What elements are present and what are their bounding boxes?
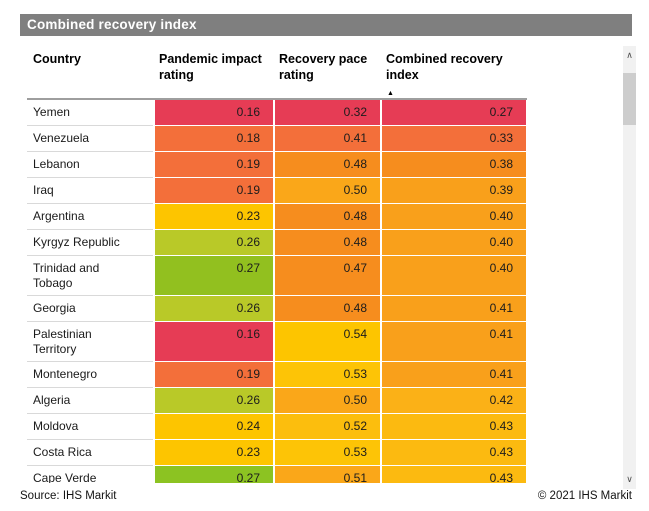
pandemic-impact-rating-cell: 0.23 [153, 204, 273, 230]
combined-recovery-index-cell: 0.40 [380, 230, 526, 256]
pandemic-impact-rating-cell: 0.18 [153, 126, 273, 152]
combined-recovery-index-cell: 0.41 [380, 362, 526, 388]
country-cell: Georgia [27, 296, 153, 322]
combined-recovery-index-cell: 0.27 [380, 100, 526, 126]
combined-recovery-index-cell: 0.33 [380, 126, 526, 152]
country-cell: Iraq [27, 178, 153, 204]
table-row: Georgia 0.26 0.48 0.41 [27, 296, 527, 322]
country-cell: Cape Verde [27, 466, 153, 483]
pandemic-impact-rating-cell: 0.27 [153, 466, 273, 483]
table-header: Country Pandemic impact rating Recovery … [27, 48, 527, 100]
pandemic-impact-rating-cell: 0.19 [153, 178, 273, 204]
pandemic-impact-rating-cell: 0.27 [153, 256, 273, 296]
table-row: Trinidad and Tobago 0.27 0.47 0.40 [27, 256, 527, 296]
recovery-pace-rating-cell: 0.32 [273, 100, 380, 126]
scroll-up-icon[interactable]: ∧ [626, 50, 633, 60]
country-cell: Argentina [27, 204, 153, 230]
scrollbar-thumb[interactable] [623, 73, 636, 125]
combined-recovery-index-cell: 0.43 [380, 414, 526, 440]
combined-recovery-index-cell: 0.41 [380, 296, 526, 322]
table-row: Lebanon 0.19 0.48 0.38 [27, 152, 527, 178]
combined-recovery-index-cell: 0.42 [380, 388, 526, 414]
header-label-country: Country [33, 52, 81, 66]
table-row: Montenegro 0.19 0.53 0.41 [27, 362, 527, 388]
vertical-scrollbar[interactable]: ∧ ∨ [623, 46, 636, 489]
pandemic-impact-rating-cell: 0.19 [153, 362, 273, 388]
combined-recovery-index-cell: 0.38 [380, 152, 526, 178]
header-label-recovery-pace: Recovery pace rating [279, 52, 368, 82]
table-row: Moldova 0.24 0.52 0.43 [27, 414, 527, 440]
header-label-combined-index: Combined recovery index [386, 52, 503, 82]
table-row: Argentina 0.23 0.48 0.40 [27, 204, 527, 230]
recovery-pace-rating-cell: 0.53 [273, 362, 380, 388]
recovery-pace-rating-cell: 0.41 [273, 126, 380, 152]
country-cell: Moldova [27, 414, 153, 440]
combined-recovery-index-cell: 0.40 [380, 204, 526, 230]
pandemic-impact-rating-cell: 0.23 [153, 440, 273, 466]
recovery-pace-rating-cell: 0.53 [273, 440, 380, 466]
pandemic-impact-rating-cell: 0.16 [153, 100, 273, 126]
combined-recovery-index-cell: 0.43 [380, 466, 526, 483]
country-cell: Algeria [27, 388, 153, 414]
table-row: Costa Rica 0.23 0.53 0.43 [27, 440, 527, 466]
recovery-pace-rating-cell: 0.50 [273, 178, 380, 204]
pandemic-impact-rating-cell: 0.24 [153, 414, 273, 440]
table-row: Iraq 0.19 0.50 0.39 [27, 178, 527, 204]
footer-copyright: © 2021 IHS Markit [537, 490, 632, 502]
recovery-index-table: Country Pandemic impact rating Recovery … [27, 48, 527, 483]
recovery-pace-rating-cell: 0.51 [273, 466, 380, 483]
footer-source: Source: IHS Markit [20, 490, 117, 502]
table-row: Kyrgyz Republic 0.26 0.48 0.40 [27, 230, 527, 256]
combined-recovery-index-cell: 0.40 [380, 256, 526, 296]
table-row: Yemen 0.16 0.32 0.27 [27, 100, 527, 126]
table-row: Palestinian Territory 0.16 0.54 0.41 [27, 322, 527, 362]
sort-ascending-icon[interactable]: ▲ [387, 90, 394, 97]
recovery-pace-rating-cell: 0.48 [273, 296, 380, 322]
table-body: Yemen 0.16 0.32 0.27 Venezuela 0.18 0.41 0.33 Le… [27, 100, 527, 483]
country-cell: Montenegro [27, 362, 153, 388]
pandemic-impact-rating-cell: 0.26 [153, 230, 273, 256]
pandemic-impact-rating-cell: 0.16 [153, 322, 273, 362]
combined-recovery-index-cell: 0.41 [380, 322, 526, 362]
recovery-pace-rating-cell: 0.52 [273, 414, 380, 440]
pandemic-impact-rating-cell: 0.26 [153, 296, 273, 322]
combined-recovery-index-cell: 0.39 [380, 178, 526, 204]
recovery-pace-rating-cell: 0.47 [273, 256, 380, 296]
header-cell-country[interactable]: Country [27, 48, 153, 98]
country-cell: Palestinian Territory [27, 322, 153, 362]
recovery-pace-rating-cell: 0.48 [273, 204, 380, 230]
country-cell: Costa Rica [27, 440, 153, 466]
recovery-pace-rating-cell: 0.54 [273, 322, 380, 362]
table-row: Venezuela 0.18 0.41 0.33 [27, 126, 527, 152]
country-cell: Lebanon [27, 152, 153, 178]
scroll-down-icon[interactable]: ∨ [626, 474, 633, 484]
recovery-pace-rating-cell: 0.50 [273, 388, 380, 414]
page-title: Combined recovery index [20, 14, 632, 36]
country-cell: Kyrgyz Republic [27, 230, 153, 256]
pandemic-impact-rating-cell: 0.19 [153, 152, 273, 178]
recovery-pace-rating-cell: 0.48 [273, 152, 380, 178]
table-row: Cape Verde 0.27 0.51 0.43 [27, 466, 527, 483]
country-cell: Venezuela [27, 126, 153, 152]
table-row: Algeria 0.26 0.50 0.42 [27, 388, 527, 414]
header-cell-pandemic-impact[interactable]: Pandemic impact rating [153, 48, 273, 98]
country-cell: Trinidad and Tobago [27, 256, 153, 296]
country-cell: Yemen [27, 100, 153, 126]
combined-recovery-index-cell: 0.43 [380, 440, 526, 466]
header-label-pandemic-impact: Pandemic impact rating [159, 52, 262, 82]
header-cell-combined-index[interactable]: Combined recovery index ▲ [380, 48, 526, 98]
footer: Source: IHS Markit © 2021 IHS Markit [20, 490, 632, 502]
header-cell-recovery-pace[interactable]: Recovery pace rating [273, 48, 380, 98]
recovery-pace-rating-cell: 0.48 [273, 230, 380, 256]
pandemic-impact-rating-cell: 0.26 [153, 388, 273, 414]
